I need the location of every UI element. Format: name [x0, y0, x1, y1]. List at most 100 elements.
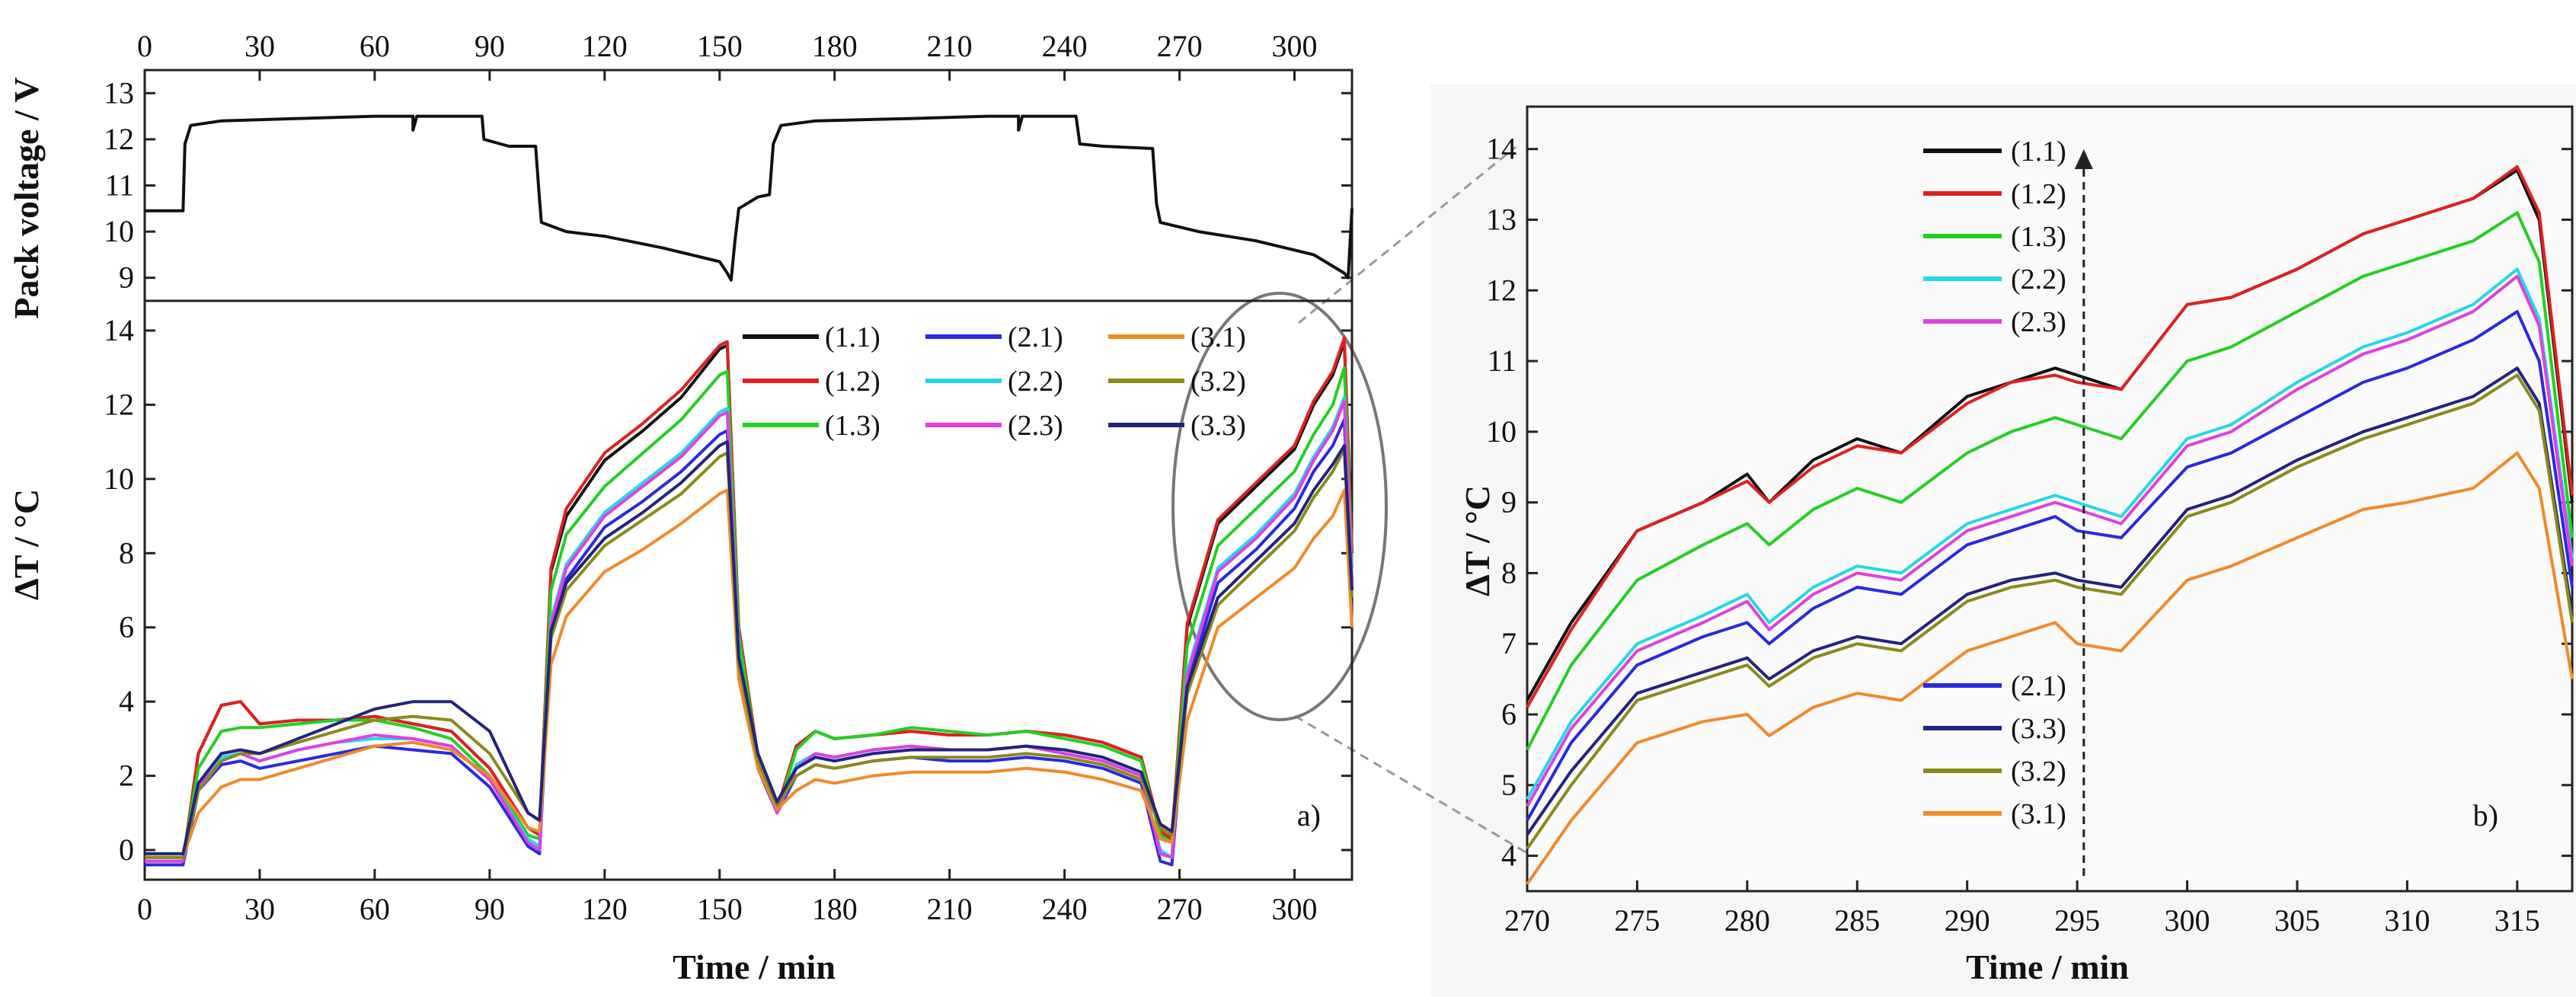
b-xtick-label: 305 [2274, 903, 2320, 938]
b-ytick-label: 6 [1501, 697, 1517, 731]
voltage-xtick-label-top: 150 [697, 29, 743, 63]
a-xtick-label: 0 [137, 892, 152, 926]
a-ytick-label: 14 [104, 313, 134, 347]
a-xtick-label: 270 [1157, 892, 1203, 926]
b-series-31 [1526, 451, 2574, 885]
b-xtick-label: 295 [2054, 903, 2100, 938]
b-legend-label: (2.3) [2011, 306, 2066, 338]
b-series-23 [1526, 274, 2574, 807]
a-legend-label: (2.3) [1008, 410, 1063, 442]
b-ylabel: ΔT / °C [1458, 485, 1497, 596]
a-xlabel: Time / min [673, 947, 836, 986]
voltage-xtick-label-top: 270 [1157, 29, 1203, 63]
a-legend-label: (1.3) [825, 410, 881, 442]
b-xtick-label: 275 [1614, 903, 1660, 938]
voltage-ytick-label: 11 [104, 168, 134, 203]
b-ytick-label: 14 [1486, 132, 1517, 166]
panel-b-label: b) [2473, 798, 2498, 832]
b-frame [1526, 105, 2574, 893]
a-ytick-label: 2 [119, 759, 134, 793]
voltage-series-Pack voltage [145, 114, 1354, 282]
b-ytick-label: 13 [1486, 202, 1517, 236]
voltage-xtick-label-top: 240 [1042, 29, 1088, 63]
a-legend-label: (3.2) [1191, 366, 1246, 398]
b-xtick-label: 270 [1504, 903, 1550, 938]
b-ytick-label: 12 [1486, 273, 1517, 307]
b-legend-label: (2.1) [2011, 670, 2066, 702]
a-legend-label: (1.2) [825, 366, 881, 398]
a-ytick-label: 4 [119, 684, 134, 718]
voltage-xtick-label-top: 90 [475, 29, 505, 63]
b-legend-label: (3.2) [2011, 756, 2066, 788]
a-ytick-label: 8 [119, 535, 134, 570]
a-legend-label: (2.2) [1008, 366, 1063, 398]
a-ytick-label: 6 [119, 610, 134, 644]
a-xtick-label: 60 [360, 892, 390, 926]
voltage-xtick-label-top: 120 [582, 29, 628, 63]
zoom-ellipse [1171, 292, 1388, 721]
a-legend-label: (3.1) [1191, 321, 1246, 353]
b-ytick-label: 10 [1486, 414, 1517, 449]
b-xtick-label: 280 [1724, 903, 1770, 938]
b-xtick-label: 300 [2165, 903, 2210, 938]
a-legend-label: (2.1) [1008, 321, 1063, 353]
b-legend-label: (3.3) [2011, 713, 2066, 745]
b-legend-label: (2.2) [2011, 264, 2066, 296]
b-series-32 [1526, 373, 2574, 850]
voltage-xtick-label-top: 60 [360, 29, 390, 63]
zoom-connector-top [1298, 145, 1517, 324]
b-legend-label: (1.1) [2011, 136, 2066, 168]
voltage-ytick-label: 12 [104, 122, 134, 156]
b-legend-label: (3.1) [2011, 798, 2066, 830]
a-series-31 [145, 488, 1354, 859]
b-xlabel: Time / min [1966, 947, 2129, 986]
a-legend-label: (3.3) [1191, 410, 1246, 442]
b-series-12 [1526, 165, 2574, 708]
b-series-22 [1526, 267, 2574, 800]
a-xtick-label: 30 [244, 892, 275, 926]
voltage-ytick-label: 9 [119, 260, 134, 295]
b-ytick-label: 7 [1501, 626, 1517, 660]
voltage-ytick-label: 13 [104, 75, 134, 110]
a-xtick-label: 210 [927, 892, 973, 926]
b-series-13 [1526, 211, 2574, 751]
b-ytick-label: 5 [1501, 768, 1517, 802]
voltage-xtick-label-top: 180 [812, 29, 858, 63]
b-ytick-label: 9 [1501, 485, 1517, 519]
temperature-plot: 0 30 60 90 120 150 180 210 240 270 300 0 2 4 6 8 10 12 14 (… [104, 299, 1354, 926]
b-xtick-label: 315 [2495, 903, 2540, 938]
a-ytick-label: 10 [104, 462, 134, 496]
a-xtick-label: 150 [697, 892, 743, 926]
voltage-xtick-label-top: 0 [137, 29, 152, 63]
b-xtick-label: 310 [2384, 903, 2430, 938]
b-legend-label: (1.3) [2011, 221, 2066, 253]
a-xtick-label: 180 [812, 892, 858, 926]
a-ytick-label: 0 [119, 832, 134, 867]
a-ytick-label: 12 [104, 387, 134, 421]
voltage-xtick-label-top: 300 [1272, 29, 1318, 63]
b-series-21 [1526, 310, 2574, 822]
voltage-plot: 0 30 60 90 120 150 180 210 240 270 300 9 10 11 12 13 [104, 29, 1354, 302]
b-ytick-label: 8 [1501, 555, 1517, 590]
b-series-33 [1526, 366, 2574, 836]
panel-a-label: a) [1297, 798, 1321, 832]
voltage-ylabel: Pack voltage / V [7, 77, 46, 318]
b-xtick-label: 290 [1945, 903, 1990, 938]
voltage-xtick-label-top: 30 [244, 29, 275, 63]
voltage-xtick-label-top: 210 [927, 29, 973, 63]
a-series-33 [145, 440, 1354, 855]
a-xtick-label: 90 [475, 892, 505, 926]
b-ytick-label: 4 [1501, 839, 1517, 873]
b-legend-label: (1.2) [2011, 178, 2066, 210]
a-xtick-label: 120 [582, 892, 628, 926]
a-xtick-label: 240 [1042, 892, 1088, 926]
a-xtick-label: 300 [1272, 892, 1318, 926]
b-xtick-label: 285 [1834, 903, 1880, 938]
b-ytick-label: 11 [1487, 344, 1517, 378]
b-arrow-head [2074, 149, 2093, 169]
zoom-plot: 270 275 280 285 290 295 300 305 310 315 4 5 6 7 8 9 10 11… [1486, 105, 2574, 938]
voltage-ytick-label: 10 [104, 214, 134, 248]
temperature-ylabel: ΔT / °C [7, 489, 46, 600]
a-legend-label: (1.1) [825, 321, 881, 353]
